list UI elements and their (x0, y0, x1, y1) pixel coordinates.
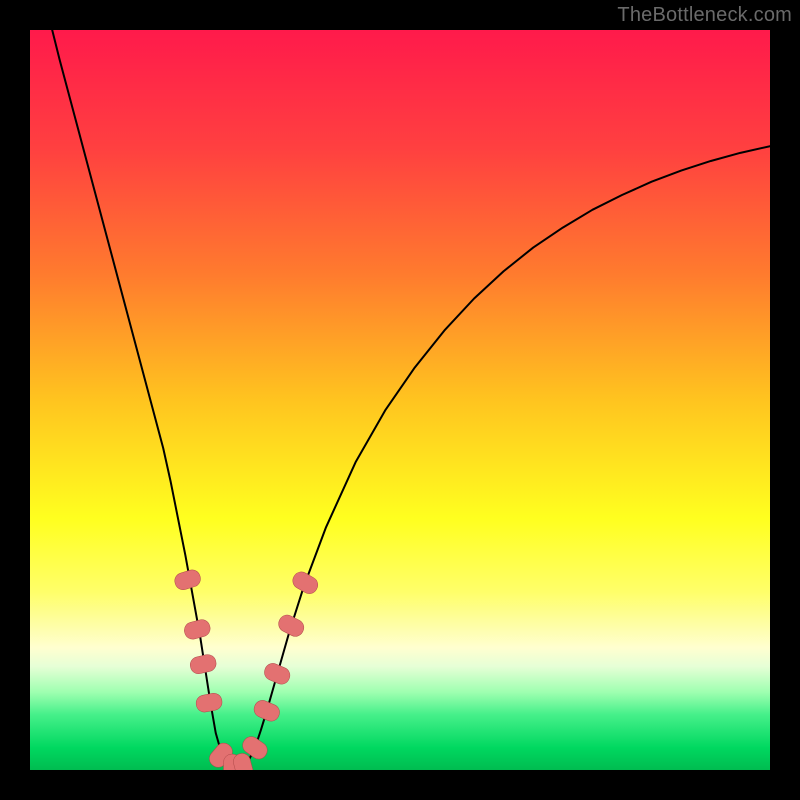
chart-background (30, 30, 770, 770)
chart-svg (30, 30, 770, 770)
chart-container: TheBottleneck.com (0, 0, 800, 800)
plot-area (30, 30, 770, 770)
watermark-text: TheBottleneck.com (617, 4, 792, 27)
